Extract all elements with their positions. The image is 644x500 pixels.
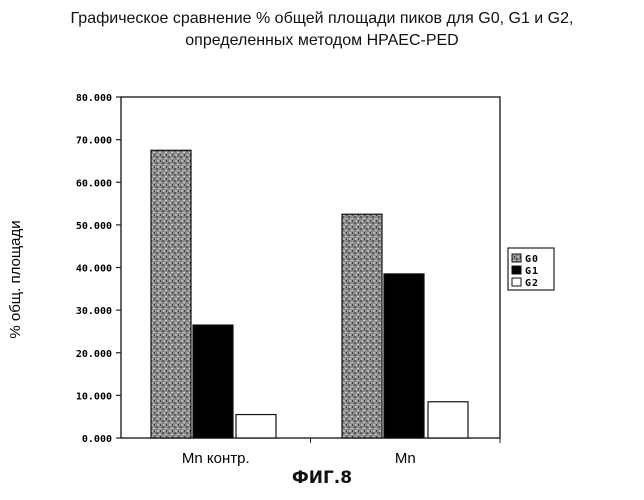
y-tick-label: 60.000 (76, 178, 112, 189)
bar-g0 (151, 150, 191, 438)
bar-g2 (428, 402, 468, 438)
bar-g1 (384, 274, 424, 438)
legend-label: G0 (525, 254, 539, 265)
bar-g0 (342, 214, 382, 438)
legend-swatch-g2 (512, 278, 521, 286)
y-tick-label: 10.000 (76, 391, 112, 402)
legend-swatch-g0 (512, 254, 521, 262)
bar-g2 (236, 415, 276, 438)
legend-label: G2 (525, 278, 539, 289)
y-axis-label: % общ. площади (7, 220, 24, 338)
y-tick-label: 80.000 (76, 93, 112, 104)
y-tick-label: 50.000 (76, 221, 112, 232)
bar-g1 (193, 325, 233, 438)
x-tick-label: Mn контр. (182, 450, 250, 467)
y-tick-label: 0.000 (82, 434, 112, 445)
y-tick-label: 20.000 (76, 349, 112, 360)
legend-swatch-g1 (512, 266, 521, 274)
y-tick-label: 40.000 (76, 264, 112, 275)
y-tick-label: 70.000 (76, 136, 112, 147)
legend-label: G1 (525, 266, 539, 277)
figure-label: ФИГ.8 (0, 468, 644, 488)
x-tick-label: Mn (395, 450, 416, 467)
y-tick-label: 30.000 (76, 306, 112, 317)
